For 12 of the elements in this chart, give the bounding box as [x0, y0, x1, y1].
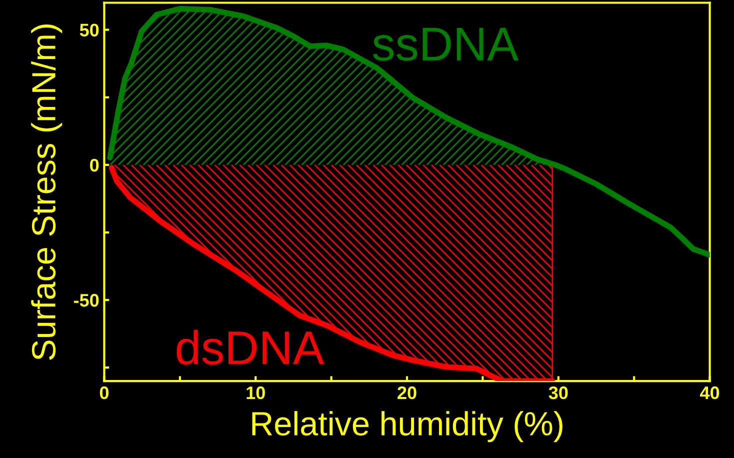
x-tick-label: 10 — [246, 386, 265, 400]
y-tick-label: 50 — [80, 24, 99, 36]
series-label: dsDNA — [176, 330, 324, 365]
y-tick-label: 0 — [90, 158, 99, 172]
series-label: ssDNA — [373, 28, 519, 61]
x-tick-label: 40 — [700, 386, 720, 400]
x-tick-label: 30 — [548, 386, 568, 400]
x-tick-label: 20 — [398, 386, 416, 400]
y-tick-label: -50 — [74, 294, 99, 307]
x-tick-label: 0 — [100, 386, 109, 400]
x-axis-title: Relative humidity (%) — [252, 411, 562, 442]
y-axis-title: Surface Stress (mN/m) — [31, 24, 62, 360]
